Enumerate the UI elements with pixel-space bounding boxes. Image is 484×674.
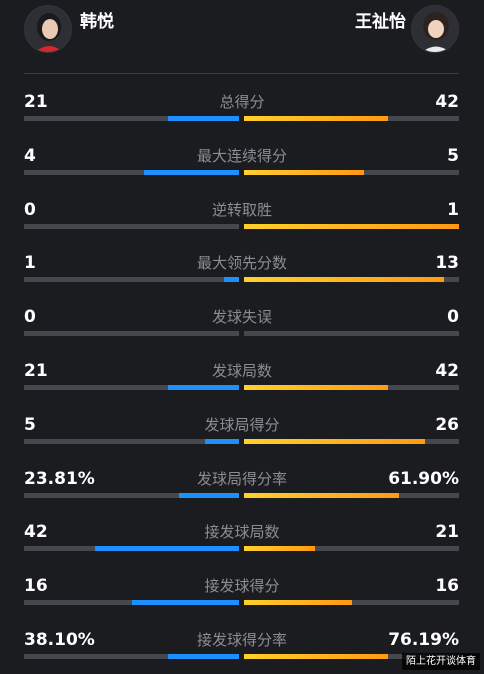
stat-left-value: 16 <box>24 576 48 596</box>
stat-left-bar-track <box>24 277 239 282</box>
stat-label: 最大连续得分 <box>196 148 287 165</box>
stat-label: 发球局得分率 <box>196 471 287 488</box>
stat-left-bar-fill <box>168 116 239 121</box>
stat-left-bar-fill <box>223 277 239 282</box>
stat-right-bar-track <box>244 439 459 444</box>
stat-left-value: 0 <box>24 200 36 220</box>
stat-left-bar-track <box>24 546 239 551</box>
stat-row: 38.10% 接发球得分率 76.19% <box>0 630 484 670</box>
stat-right-value: 16 <box>435 576 459 596</box>
stat-right-bar-track <box>244 116 459 121</box>
stat-right-bar-track <box>244 224 459 229</box>
stat-right-bar-fill <box>244 654 389 659</box>
player-avatar-icon <box>25 6 71 52</box>
stat-right-bar-track <box>244 546 459 551</box>
stat-label: 最大领先分数 <box>196 255 287 272</box>
stat-left-bar-track <box>24 385 239 390</box>
header-divider <box>24 73 459 74</box>
stat-left-bar-fill <box>144 170 239 175</box>
stat-right-value: 21 <box>435 522 459 542</box>
stat-right-value: 61.90% <box>388 469 459 489</box>
stat-left-value: 21 <box>24 361 48 381</box>
stat-row: 5 发球局得分 26 <box>0 415 484 455</box>
stat-left-value: 0 <box>24 307 36 327</box>
stat-right-bar-track <box>244 170 459 175</box>
stat-row: 42 接发球局数 21 <box>0 522 484 562</box>
stat-left-bar-track <box>24 116 239 121</box>
stat-row: 0 发球失误 0 <box>0 307 484 347</box>
players-header: 韩悦 王祉怡 <box>0 0 484 60</box>
stat-left-bar-track <box>24 224 239 229</box>
stat-right-bar-track <box>244 493 459 498</box>
stat-left-bar-fill <box>94 546 239 551</box>
stat-right-value: 42 <box>435 361 459 381</box>
stat-row: 21 发球局数 42 <box>0 361 484 401</box>
player-left-name: 韩悦 <box>80 12 114 31</box>
stat-row: 16 接发球得分 16 <box>0 576 484 616</box>
stat-left-bar-fill <box>178 493 239 498</box>
player-avatar-icon <box>412 6 458 52</box>
stat-right-bar-track <box>244 331 459 336</box>
stat-right-bar-track <box>244 654 459 659</box>
stat-label: 发球局数 <box>211 363 272 380</box>
stat-left-bar-fill <box>204 439 239 444</box>
stat-right-value: 42 <box>435 92 459 112</box>
stat-right-bar-fill <box>244 385 389 390</box>
stat-right-value: 0 <box>447 307 459 327</box>
stat-right-value: 5 <box>447 146 459 166</box>
stat-right-value: 76.19% <box>388 630 459 650</box>
stat-left-bar-track <box>24 170 239 175</box>
stat-left-value: 5 <box>24 415 36 435</box>
stat-right-bar-track <box>244 385 459 390</box>
stat-left-value: 42 <box>24 522 48 542</box>
stat-right-bar-fill <box>244 600 352 605</box>
stat-left-value: 1 <box>24 253 36 273</box>
stat-right-bar-fill <box>244 546 315 551</box>
stat-right-value: 26 <box>435 415 459 435</box>
stat-left-value: 21 <box>24 92 48 112</box>
stat-right-value: 13 <box>435 253 459 273</box>
watermark: 陌上花开谈体育 <box>402 653 480 670</box>
stat-label: 接发球局数 <box>204 524 280 541</box>
stat-row: 1 最大领先分数 13 <box>0 253 484 293</box>
stat-row: 23.81% 发球局得分率 61.90% <box>0 469 484 509</box>
stat-label: 总得分 <box>219 94 265 111</box>
stat-right-value: 1 <box>447 200 459 220</box>
stat-left-value: 4 <box>24 146 36 166</box>
stat-left-bar-fill <box>168 654 239 659</box>
stat-right-bar-track <box>244 277 459 282</box>
player-left-avatar[interactable] <box>24 5 72 53</box>
stat-right-bar-fill <box>244 224 459 229</box>
stat-right-bar-fill <box>244 277 444 282</box>
player-right-avatar[interactable] <box>411 5 459 53</box>
stat-label: 接发球得分 <box>204 578 280 595</box>
stat-left-bar-track <box>24 600 239 605</box>
stat-right-bar-fill <box>244 116 389 121</box>
stat-left-bar-track <box>24 439 239 444</box>
stat-right-bar-fill <box>244 439 425 444</box>
stat-row: 21 总得分 42 <box>0 92 484 132</box>
stat-left-bar-track <box>24 331 239 336</box>
stat-row: 0 逆转取胜 1 <box>0 200 484 240</box>
player-right-name: 王祉怡 <box>355 12 406 31</box>
stat-left-bar-fill <box>131 600 239 605</box>
stat-left-bar-track <box>24 493 239 498</box>
stat-right-bar-track <box>244 600 459 605</box>
stat-left-bar-track <box>24 654 239 659</box>
stat-right-bar-fill <box>244 170 365 175</box>
stat-left-bar-fill <box>168 385 239 390</box>
stat-label: 发球局得分 <box>204 417 280 434</box>
stat-label: 接发球得分率 <box>196 632 287 649</box>
stat-left-value: 23.81% <box>24 469 95 489</box>
stat-left-value: 38.10% <box>24 630 95 650</box>
stat-right-bar-fill <box>244 493 399 498</box>
stat-label: 发球失误 <box>211 309 272 326</box>
stat-label: 逆转取胜 <box>211 202 272 219</box>
stat-row: 4 最大连续得分 5 <box>0 146 484 186</box>
